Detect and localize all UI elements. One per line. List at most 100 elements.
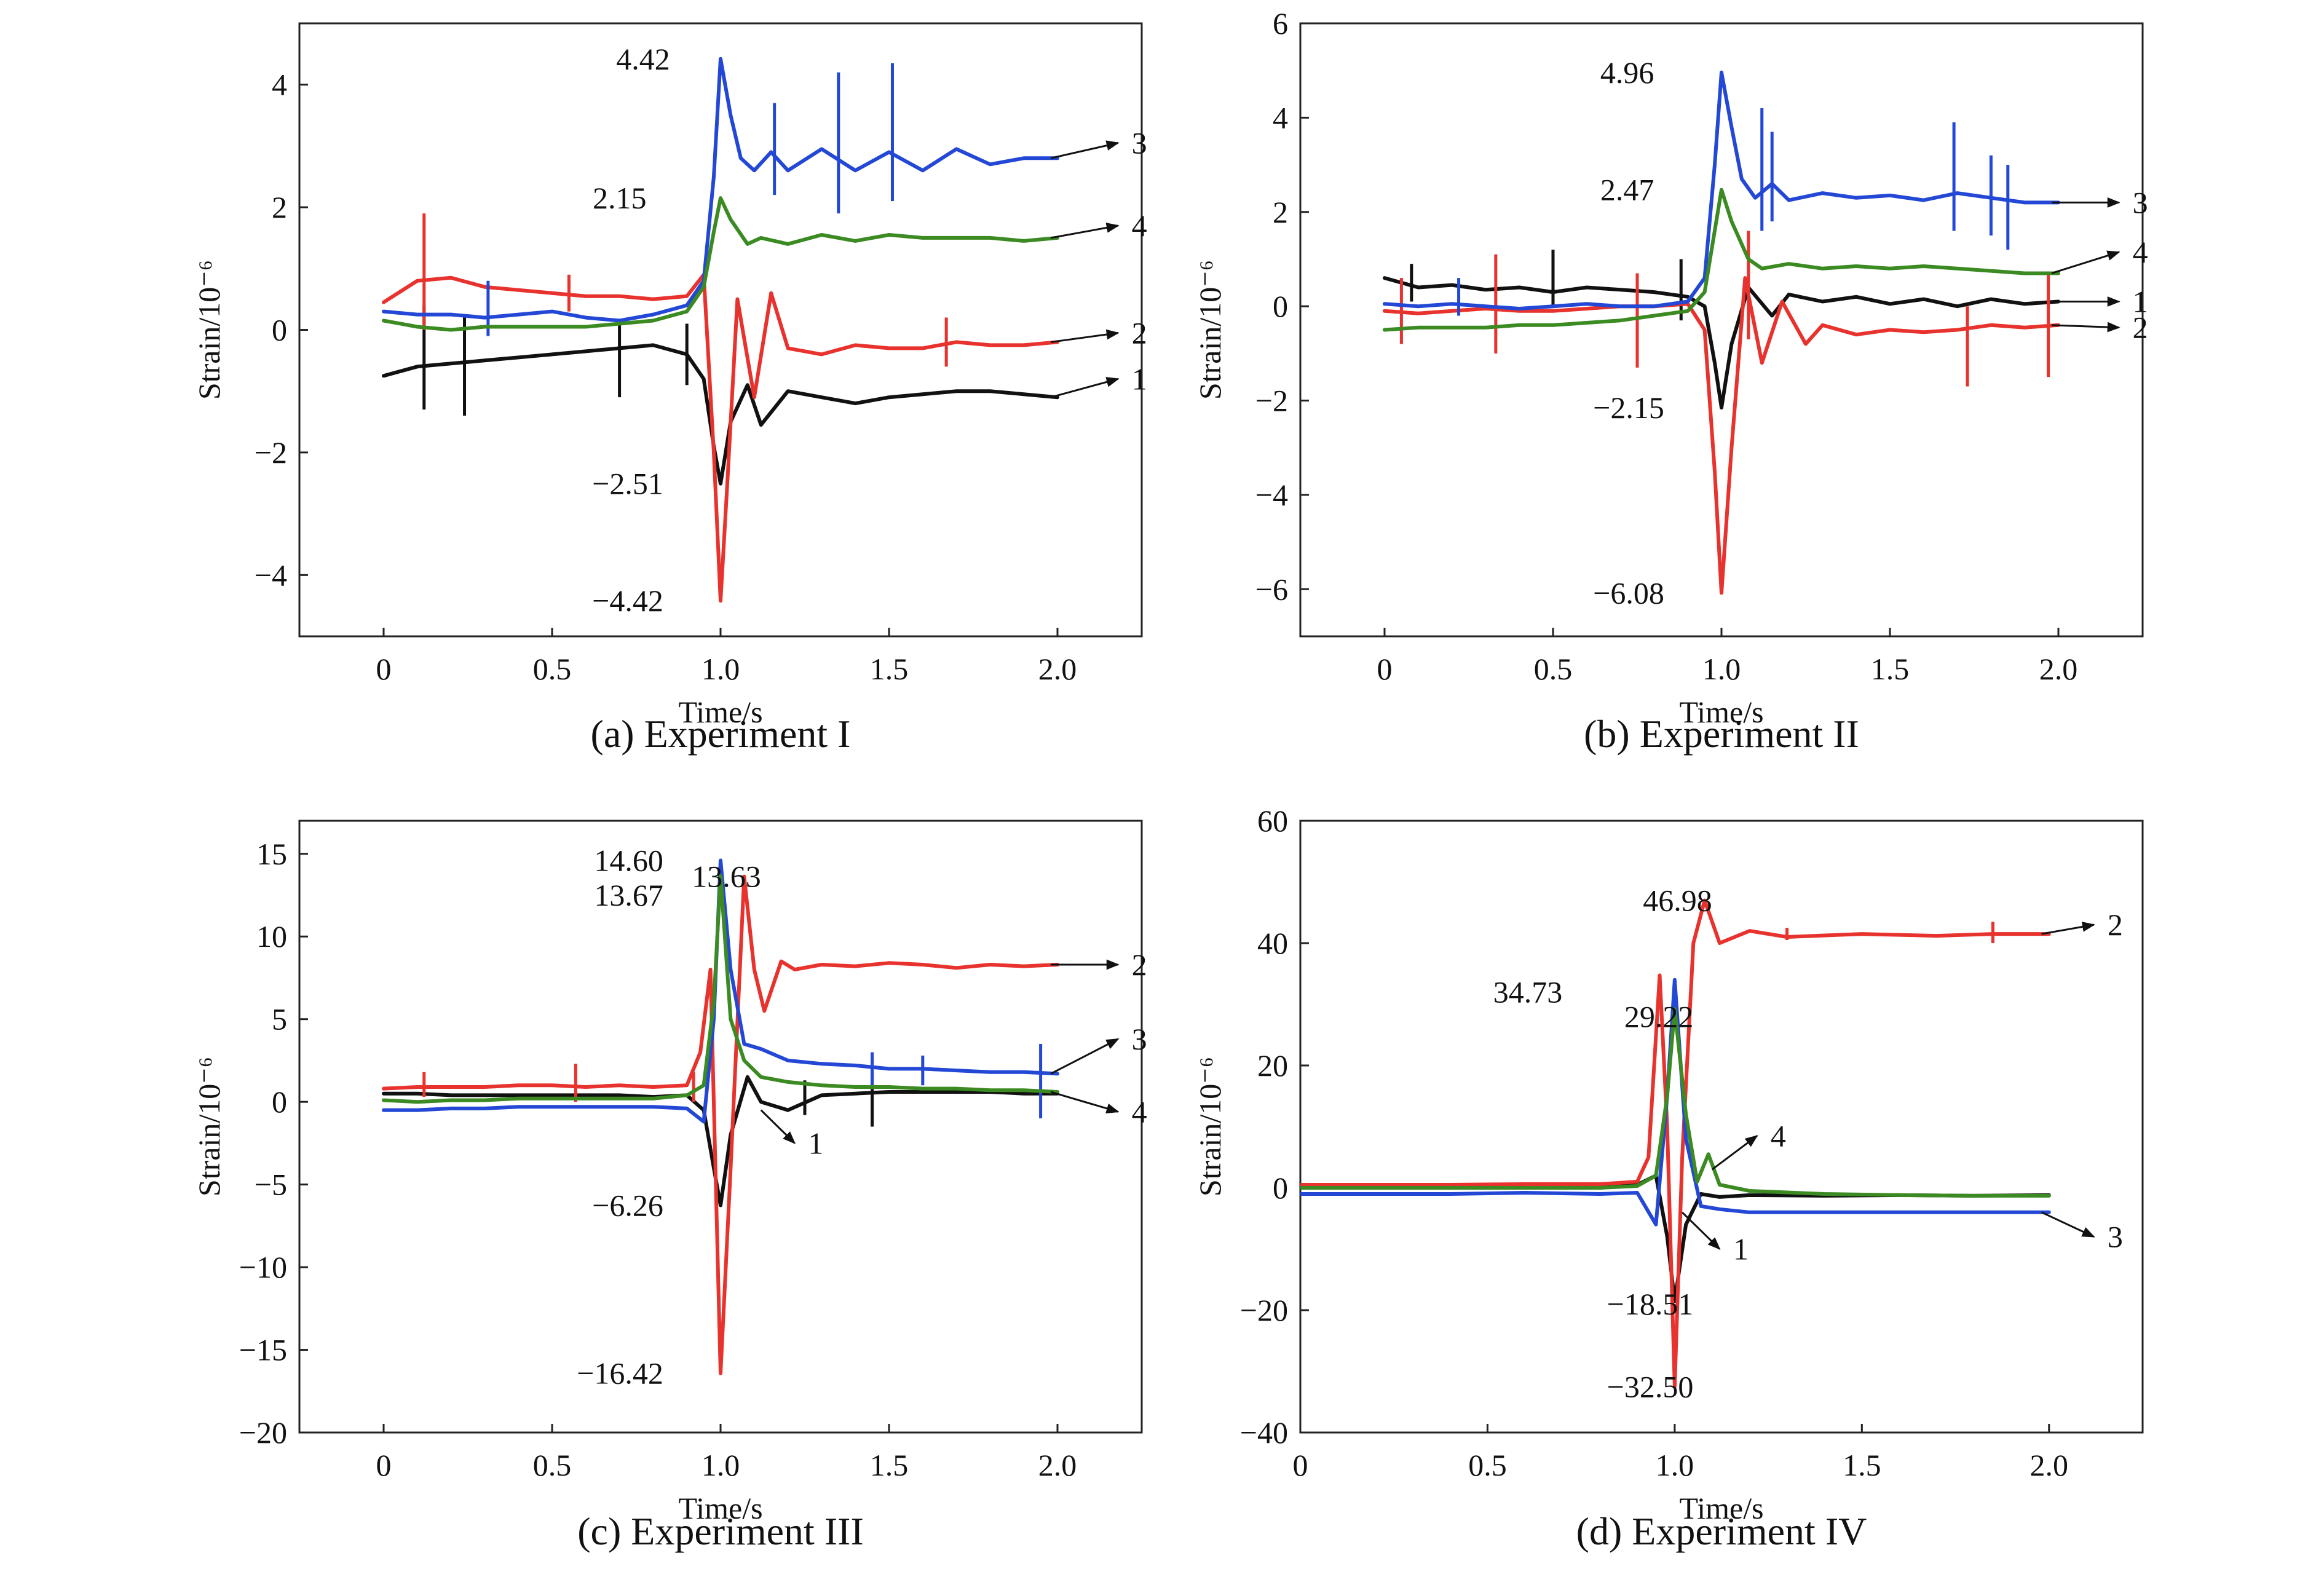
x-tick-label: 0.5 — [533, 1448, 572, 1482]
peak-annotation: −18.51 — [1607, 1287, 1694, 1321]
y-axis-label: Strain/10⁻⁶ — [192, 1057, 226, 1196]
plot-frame — [298, 22, 1143, 638]
curve-number-label: 2 — [1132, 315, 1147, 350]
curve-arrow — [1711, 1135, 1758, 1171]
peak-annotation: 4.42 — [616, 42, 670, 76]
curve-arrow — [2051, 250, 2120, 274]
peak-annotation: 13.67 — [594, 878, 663, 912]
series-line-3 — [1383, 70, 2060, 310]
series-line-1 — [382, 343, 1059, 486]
y-tick-label: −5 — [255, 1168, 287, 1202]
curve-arrow — [1050, 1091, 1120, 1114]
curve-number-label: 4 — [1132, 1094, 1147, 1129]
y-tick-label: 20 — [1257, 1048, 1288, 1083]
peak-annotation: −16.42 — [577, 1356, 663, 1391]
peak-annotation: −6.08 — [1593, 575, 1664, 610]
curve-arrow — [2041, 922, 2095, 935]
curve-number-label: 1 — [1733, 1232, 1749, 1267]
curve-number-label: 3 — [1132, 1022, 1147, 1056]
peak-annotation: 2.15 — [593, 181, 647, 215]
x-tick-label: 1.5 — [870, 652, 909, 686]
curve-arrow — [1682, 1211, 1721, 1250]
y-tick-label: −15 — [239, 1333, 287, 1367]
x-tick-label: 2.0 — [2030, 1448, 2069, 1482]
panel-caption: (b) Experiment II — [1584, 712, 1859, 756]
curves-3 — [382, 858, 1059, 1375]
y-tick-label: 60 — [1257, 804, 1288, 838]
y-tick-label: 15 — [256, 837, 287, 871]
chart-panel-1: 0 0.5 1.0 1.5 2.0 −4 −2 0 2 4 Time/s Strain/10⁻⁶ (a)… — [192, 22, 1147, 756]
curve-arrow — [2041, 1211, 2095, 1238]
curve-number-label: 3 — [2108, 1220, 2123, 1254]
series-line-3 — [382, 57, 1059, 323]
peak-annotation: 14.60 — [594, 844, 663, 878]
y-axis-label: Strain/10⁻⁶ — [1193, 1057, 1227, 1196]
y-tick-label: −6 — [1255, 572, 1288, 606]
plot-frame — [1299, 820, 2144, 1434]
curve-number-label: 4 — [2133, 235, 2148, 269]
curve-number-label: 1 — [808, 1126, 824, 1160]
x-tick-label: 1.0 — [1656, 1448, 1694, 1482]
curve-arrow — [2051, 322, 2120, 333]
y-tick-label: 6 — [1273, 6, 1288, 41]
curve-arrow — [1050, 223, 1120, 239]
x-tick-label: 0.5 — [533, 652, 572, 686]
peak-annotation: 29.22 — [1624, 999, 1694, 1034]
x-tick-label: 0 — [376, 652, 392, 686]
x-axis-label: Time/s — [678, 695, 762, 729]
x-tick-label: 0.5 — [1534, 652, 1573, 686]
curve-number-label: 3 — [2133, 185, 2148, 219]
y-tick-label: −20 — [1240, 1293, 1288, 1327]
x-tick-label: 1.5 — [870, 1448, 909, 1482]
curve-number-label: 4 — [1132, 208, 1147, 243]
y-axis-label: Strain/10⁻⁶ — [192, 260, 226, 400]
x-tick-label: 2.0 — [1038, 1448, 1077, 1482]
x-axis-label: Time/s — [1679, 695, 1763, 729]
x-tick-label: 1.5 — [1843, 1448, 1881, 1482]
y-tick-label: −4 — [255, 558, 287, 592]
y-tick-label: 40 — [1257, 926, 1288, 960]
y-tick-label: −2 — [255, 435, 287, 470]
peak-annotation: 13.63 — [692, 860, 761, 894]
curves-4 — [1300, 898, 2051, 1389]
series-line-3 — [1300, 978, 2051, 1227]
x-tick-label: 0.5 — [1468, 1448, 1507, 1482]
y-tick-label: 4 — [272, 68, 287, 102]
curve-arrow — [1050, 140, 1120, 159]
series-line-2 — [1383, 276, 2060, 595]
panel-caption: (c) Experiment III — [577, 1509, 864, 1553]
series-line-4 — [1300, 1007, 2051, 1198]
curves-2 — [1383, 70, 2060, 595]
chart-panel-3: 0 0.5 1.0 1.5 2.0 −20 −15 −10 −5 0 5 10 15 Time/s Stra… — [192, 820, 1147, 1553]
x-tick-label: 1.0 — [702, 1448, 740, 1482]
x-tick-label: 0 — [376, 1448, 392, 1482]
y-tick-label: −10 — [239, 1250, 287, 1284]
y-tick-label: 2 — [272, 190, 287, 224]
series-line-4 — [382, 196, 1059, 332]
curve-number-label: 3 — [1132, 125, 1147, 160]
x-tick-label: 0 — [1377, 652, 1393, 686]
y-tick-label: −2 — [1255, 384, 1288, 418]
series-line-2 — [382, 272, 1059, 603]
curve-arrow — [1050, 1038, 1120, 1075]
curve-number-label: 2 — [1132, 947, 1147, 982]
curve-arrow — [1050, 329, 1120, 343]
chart-panel-4: 0 0.5 1.0 1.5 2.0 −40 −20 0 20 40 60 Time/s Strain/1… — [1193, 804, 2144, 1553]
curves-1 — [382, 57, 1059, 603]
peak-annotation: −32.50 — [1607, 1369, 1694, 1404]
curve-arrow — [760, 1109, 796, 1144]
x-axis-label: Time/s — [1679, 1491, 1763, 1525]
peak-annotation: −4.42 — [592, 583, 663, 618]
panel-caption: (a) Experiment I — [591, 712, 851, 756]
y-tick-label: 4 — [1273, 100, 1288, 135]
series-line-1 — [1383, 276, 2060, 409]
series-line-4 — [1383, 188, 2060, 332]
panel-caption: (d) Experiment IV — [1576, 1509, 1867, 1553]
x-axis-label: Time/s — [678, 1491, 762, 1525]
curve-number-label: 1 — [2133, 284, 2148, 318]
peak-annotation: 34.73 — [1493, 975, 1563, 1010]
peak-annotation: 46.98 — [1643, 883, 1712, 917]
y-tick-label: 5 — [272, 1002, 287, 1037]
plot-frame — [1299, 22, 2144, 638]
